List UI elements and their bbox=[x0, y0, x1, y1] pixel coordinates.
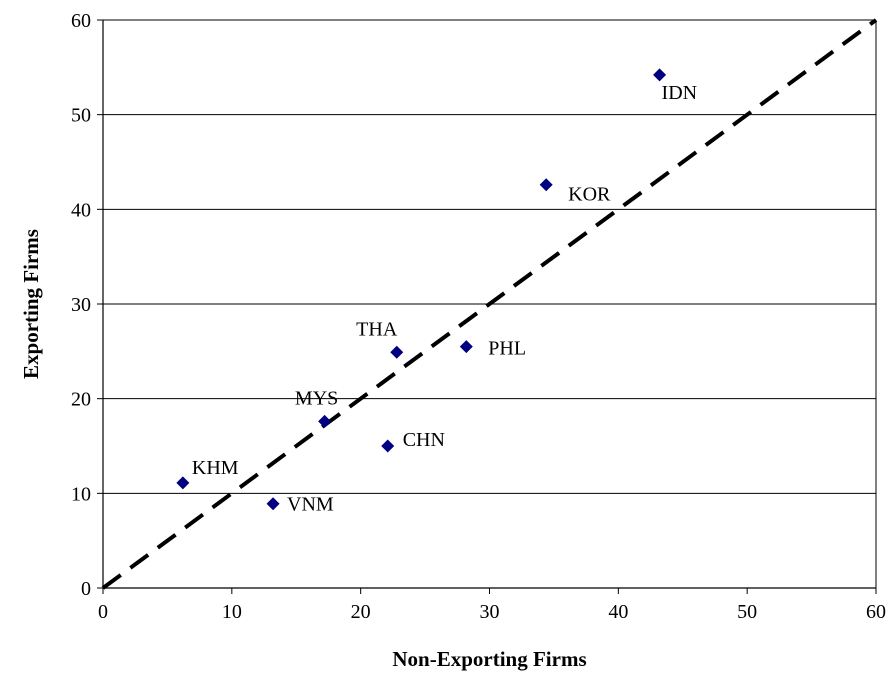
x-tick-label-50: 50 bbox=[737, 601, 757, 623]
x-tick-label-30: 30 bbox=[480, 601, 500, 623]
point-labels: IDN KOR THA PHL MYS CHN KHM VNM bbox=[192, 82, 697, 516]
point-chn bbox=[381, 439, 395, 453]
y-tick-label-60: 60 bbox=[71, 10, 91, 32]
x-tick-label-20: 20 bbox=[351, 601, 371, 623]
axes bbox=[97, 19, 877, 594]
point-label-kor: KOR bbox=[568, 184, 611, 206]
reference-line-group bbox=[101, 18, 878, 590]
point-mys bbox=[318, 414, 332, 428]
y-tick-label-30: 30 bbox=[71, 294, 91, 316]
point-label-khm: KHM bbox=[192, 457, 239, 479]
y-tick-label-20: 20 bbox=[71, 389, 91, 411]
x-tick-label-10: 10 bbox=[222, 601, 242, 623]
point-label-idn: IDN bbox=[662, 82, 698, 104]
point-phl bbox=[459, 340, 473, 354]
x-tick-label-0: 0 bbox=[98, 601, 108, 623]
x-axis-title: Non-Exporting Firms bbox=[392, 647, 586, 671]
point-label-mys: MYS bbox=[295, 387, 338, 409]
y-axis-title: Exporting Firms bbox=[19, 229, 43, 379]
point-label-chn: CHN bbox=[403, 429, 445, 451]
point-idn bbox=[653, 68, 667, 82]
gridlines bbox=[103, 19, 876, 494]
point-kor bbox=[539, 178, 553, 192]
point-tha bbox=[390, 345, 404, 359]
point-label-phl: PHL bbox=[488, 338, 526, 360]
data-points bbox=[176, 68, 667, 511]
y-tick-label-0: 0 bbox=[81, 578, 91, 600]
x-tick-labels: 0 10 20 30 40 50 60 bbox=[98, 601, 886, 623]
point-vnm bbox=[266, 497, 280, 511]
x-tick-label-40: 40 bbox=[608, 601, 628, 623]
y-tick-label-10: 10 bbox=[71, 483, 91, 505]
x-tick-label-60: 60 bbox=[866, 601, 886, 623]
reference-line bbox=[101, 18, 878, 590]
y-tick-label-50: 50 bbox=[71, 105, 91, 127]
point-label-vnm: VNM bbox=[287, 494, 334, 516]
y-tick-labels: 0 10 20 30 40 50 60 bbox=[71, 10, 91, 600]
point-label-tha: THA bbox=[356, 318, 398, 340]
y-tick-label-40: 40 bbox=[71, 199, 91, 221]
point-khm bbox=[176, 476, 190, 490]
